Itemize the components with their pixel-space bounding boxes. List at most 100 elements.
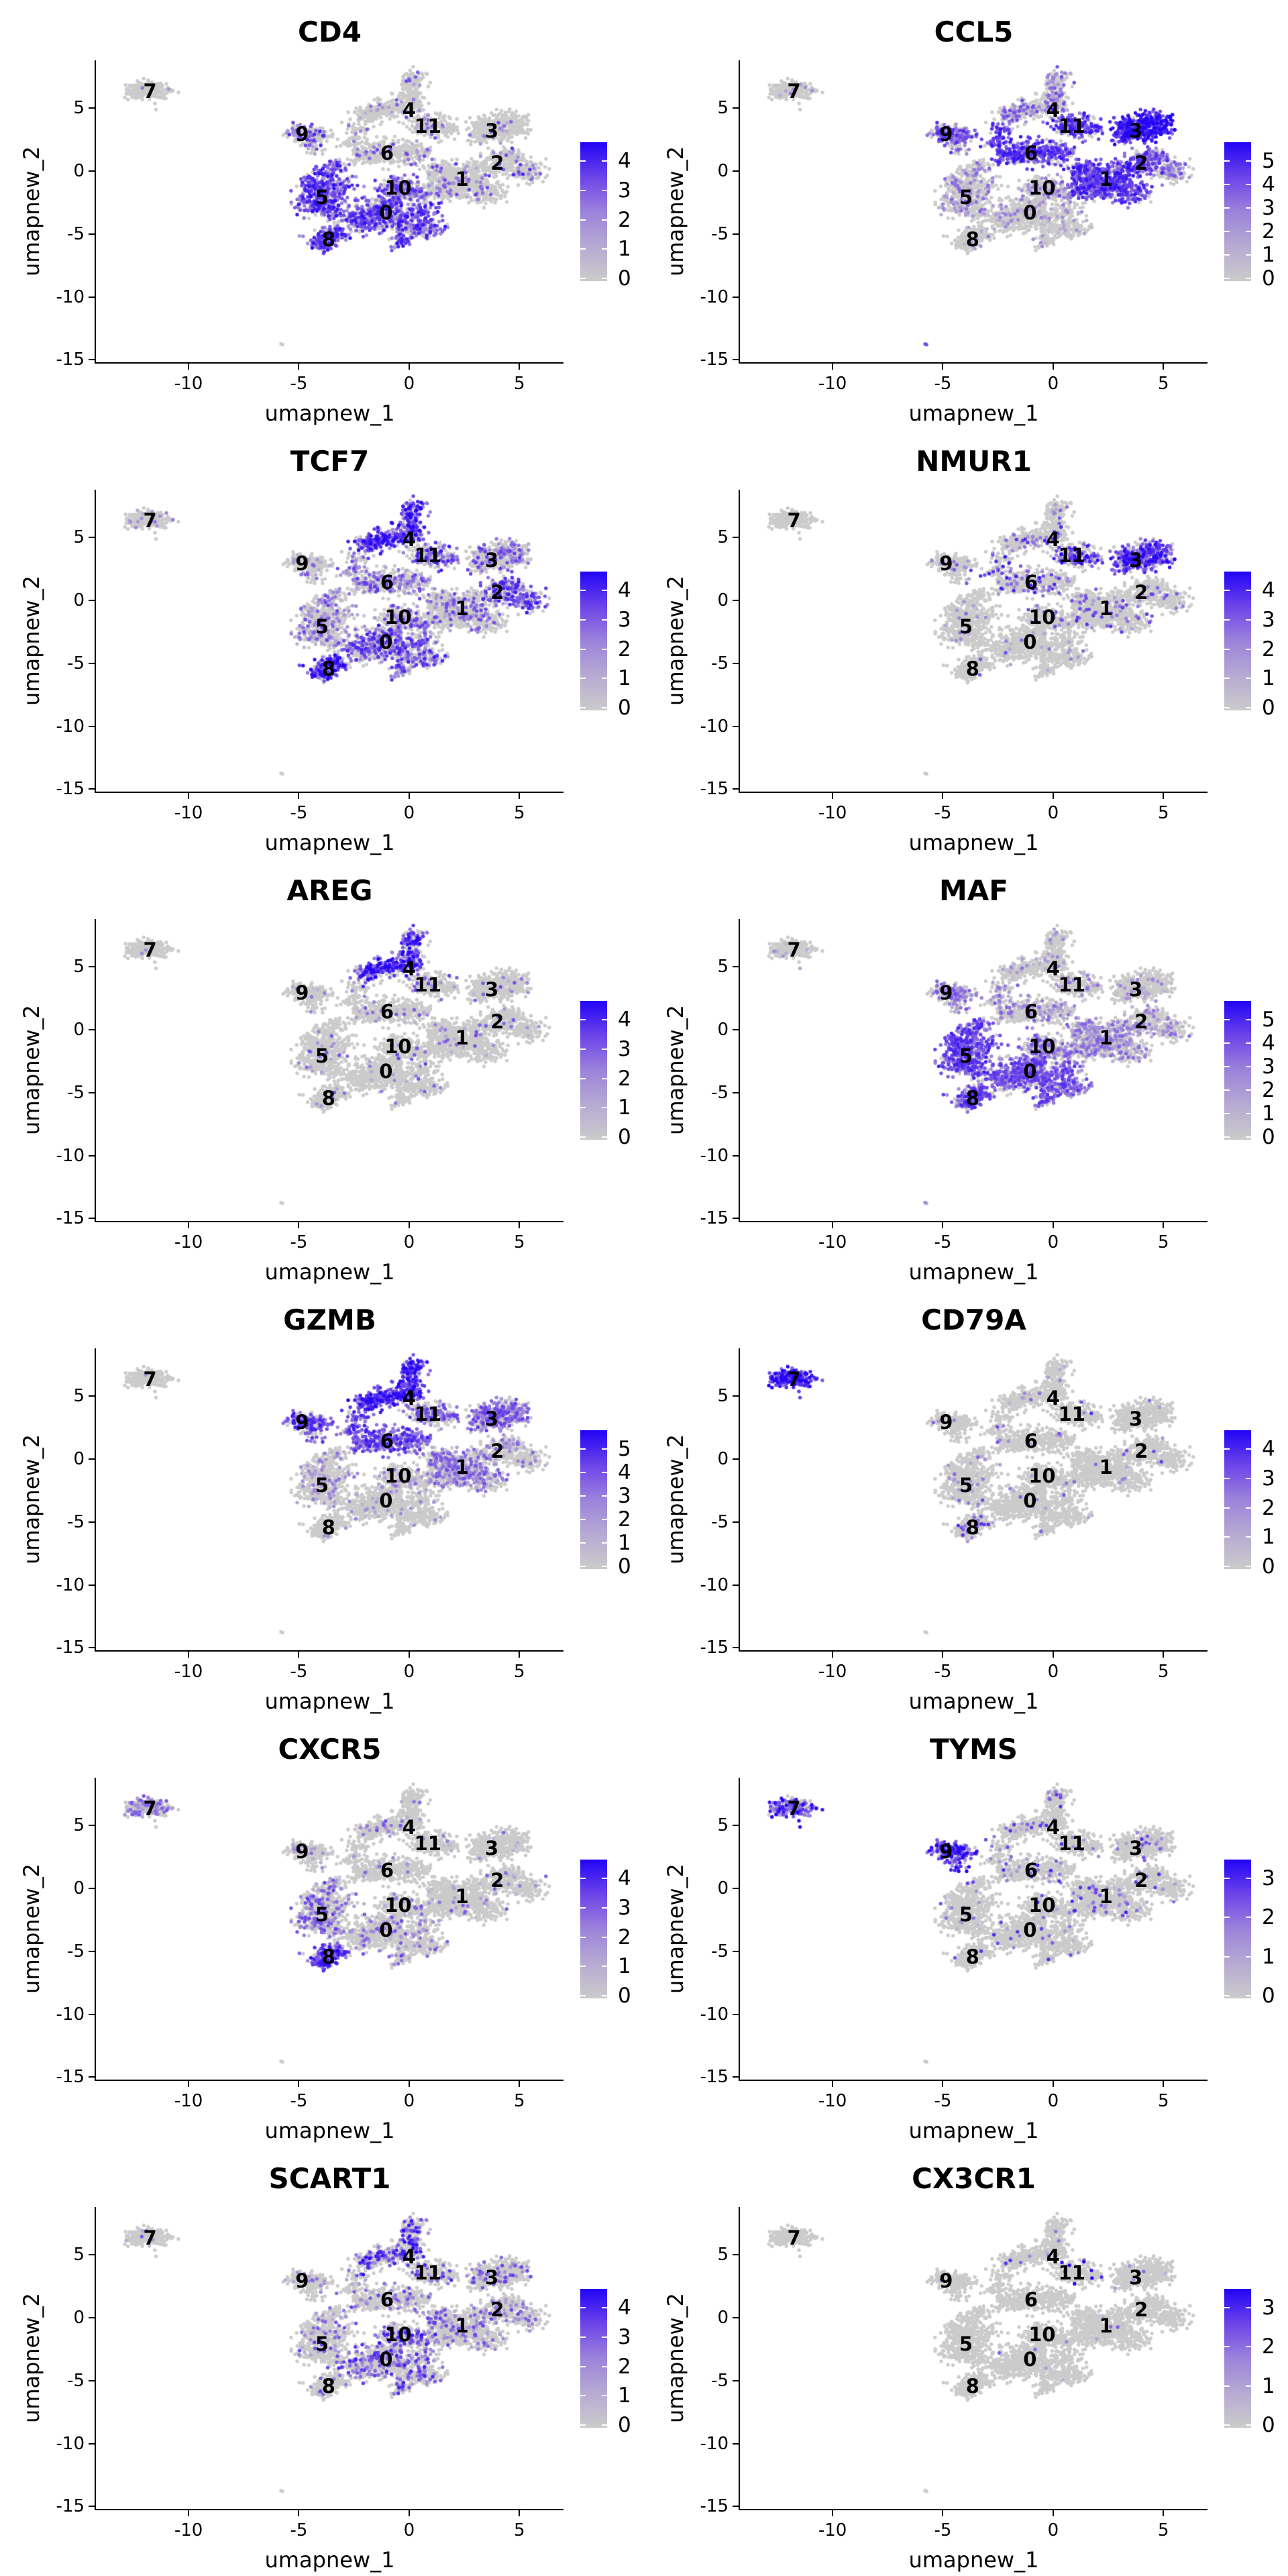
cluster-label-11: 11: [1058, 543, 1085, 567]
expression-colorbar: [1224, 2289, 1251, 2428]
cluster-label-10: 10: [1028, 1894, 1056, 1917]
y-tick-mark: [733, 2506, 739, 2508]
cluster-label-9: 9: [295, 2269, 309, 2292]
cluster-label-2: 2: [1134, 1010, 1148, 1033]
x-axis-line: [739, 792, 1208, 793]
colorbar-tick-mark: [602, 2365, 607, 2367]
x-tick-label: -5: [934, 803, 952, 823]
cluster-label-0: 0: [1023, 1489, 1037, 1512]
cluster-label-9: 9: [939, 551, 953, 575]
colorbar-tick-mark: [602, 278, 607, 279]
y-axis-line: [739, 490, 740, 793]
colorbar-tick-label: 4: [618, 149, 631, 173]
cluster-label-8: 8: [965, 2375, 979, 2398]
y-axis-line: [739, 919, 740, 1222]
y-tick-mark: [89, 537, 95, 539]
y-tick-label: -5: [711, 223, 729, 244]
expression-colorbar: [580, 1430, 607, 1569]
y-tick-label: -15: [700, 2067, 729, 2088]
y-tick-label: -10: [700, 1574, 729, 1595]
y-tick-label: 0: [717, 1878, 729, 1898]
y-axis-line: [739, 2207, 740, 2510]
colorbar-tick-mark: [1224, 1066, 1230, 1067]
x-tick-mark: [1163, 793, 1165, 799]
colorbar-tick-mark: [602, 707, 607, 708]
y-tick-mark: [733, 107, 739, 109]
x-tick-label: 0: [1047, 2091, 1059, 2111]
panel-title: TCF7: [290, 445, 370, 478]
cluster-label-2: 2: [490, 1868, 504, 1892]
cluster-label-6: 6: [1024, 1429, 1038, 1452]
x-tick-mark: [1052, 1652, 1054, 1658]
y-axis-label: umapnew_2: [19, 1005, 44, 1135]
x-tick-label: -5: [934, 2091, 952, 2111]
cluster-label-3: 3: [485, 549, 499, 572]
y-tick-mark: [733, 1029, 739, 1030]
x-tick-label: -10: [174, 2091, 203, 2111]
cluster-label-1: 1: [1099, 1456, 1113, 1479]
y-tick-label: 5: [717, 2245, 729, 2265]
colorbar-tick-mark: [580, 219, 586, 221]
x-tick-label: -5: [934, 1232, 952, 1252]
feature-panel-SCART1: SCART1 5 0 -5 -10 -15 -10 -5 0 5 umapnew_1 umapnew_…: [0, 2147, 644, 2576]
cluster-label-7: 7: [143, 79, 157, 103]
x-tick-mark: [1163, 1652, 1165, 1658]
panel-title: MAF: [939, 874, 1008, 907]
colorbar-tick-mark: [602, 1495, 607, 1497]
colorbar-tick-label: 0: [1262, 1554, 1275, 1578]
colorbar-tick-label: 4: [1262, 578, 1275, 602]
cluster-label-8: 8: [321, 1087, 335, 1110]
x-tick-mark: [942, 1222, 944, 1228]
y-tick-label: -10: [700, 1145, 729, 1166]
x-tick-label: 5: [513, 2091, 525, 2111]
colorbar-tick-mark: [602, 2307, 607, 2308]
x-tick-label: 0: [1047, 1662, 1059, 1682]
colorbar-tick-label: 5: [618, 1437, 631, 1461]
y-axis-label: umapnew_2: [663, 1434, 688, 1564]
cluster-label-8: 8: [321, 1516, 335, 1540]
cluster-label-10: 10: [384, 1894, 412, 1917]
colorbar-tick-mark: [1224, 1917, 1230, 1919]
colorbar-tick-mark: [1224, 1477, 1230, 1479]
cluster-label-8: 8: [321, 2375, 335, 2398]
colorbar-tick-label: 1: [1262, 666, 1275, 691]
colorbar-tick-mark: [602, 1566, 607, 1567]
colorbar-tick-mark: [602, 1472, 607, 1473]
x-tick-mark: [298, 1652, 300, 1658]
x-tick-mark: [298, 1222, 300, 1228]
y-tick-label: -5: [711, 1511, 729, 1532]
cluster-label-6: 6: [1024, 2288, 1038, 2311]
cluster-label-3: 3: [1129, 978, 1143, 1001]
colorbar-tick-label: 3: [618, 178, 631, 203]
x-tick-mark: [832, 793, 834, 799]
y-tick-mark: [89, 170, 95, 172]
cluster-label-3: 3: [485, 119, 499, 142]
cluster-label-1: 1: [1099, 2314, 1113, 2338]
x-tick-mark: [188, 364, 190, 370]
cluster-label-6: 6: [380, 570, 394, 594]
y-axis-line: [95, 1348, 96, 1652]
cluster-label-11: 11: [414, 543, 441, 567]
cluster-label-1: 1: [1099, 597, 1113, 621]
y-tick-mark: [89, 1155, 95, 1157]
x-tick-mark: [1163, 364, 1165, 370]
y-tick-label: -15: [56, 2067, 85, 2088]
y-tick-mark: [733, 2379, 739, 2381]
cluster-label-1: 1: [1099, 1885, 1113, 1909]
x-axis-label: umapnew_1: [908, 1688, 1039, 1714]
colorbar-tick-mark: [1224, 590, 1230, 591]
x-tick-label: -5: [934, 374, 952, 394]
y-tick-label: -10: [700, 286, 729, 307]
colorbar-tick-mark: [1224, 1136, 1230, 1138]
y-tick-label: -10: [700, 2004, 729, 2025]
colorbar-tick-mark: [1224, 254, 1230, 256]
cluster-label-5: 5: [959, 615, 973, 639]
colorbar-tick-mark: [1246, 231, 1251, 232]
cluster-label-11: 11: [1058, 1831, 1085, 1855]
colorbar-tick-mark: [1224, 1955, 1230, 1957]
y-tick-label: -5: [711, 1082, 729, 1103]
colorbar-tick-mark: [602, 1995, 607, 1996]
colorbar-tick-mark: [602, 1542, 607, 1544]
cluster-label-10: 10: [384, 2323, 412, 2347]
y-tick-label: 0: [73, 590, 85, 610]
